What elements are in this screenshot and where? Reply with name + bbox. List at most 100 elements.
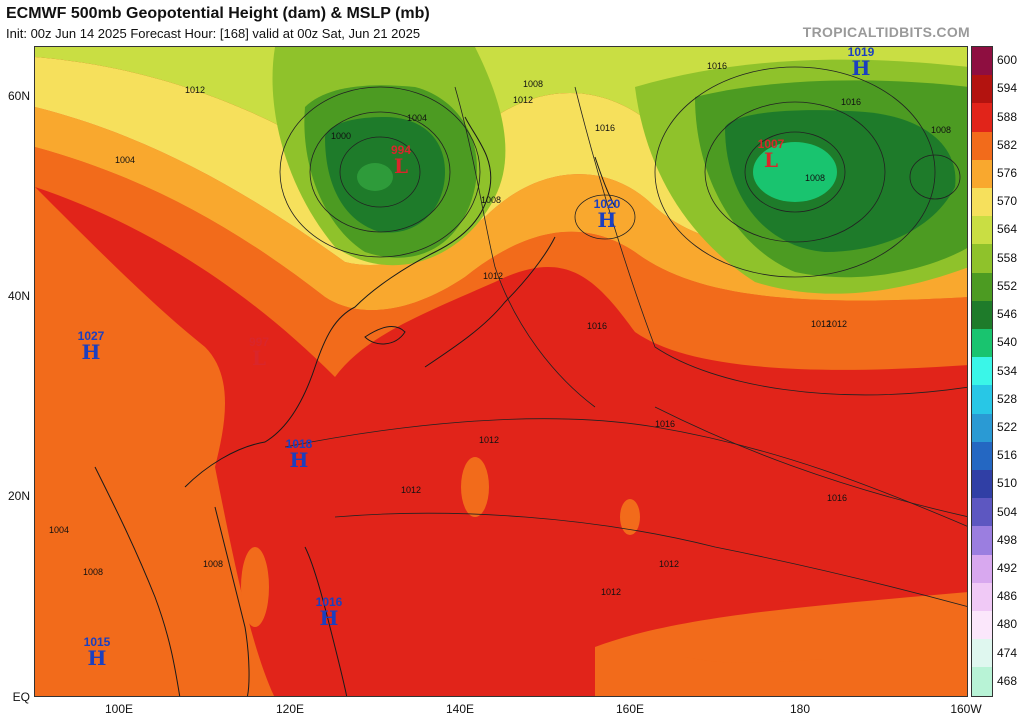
isobar-low-west-2: [309, 111, 451, 233]
isobar-low-east-2: [704, 101, 886, 243]
colorbar-label: 528: [997, 391, 1018, 406]
lon-label-140e: 140E: [445, 702, 475, 716]
isobar-low-east-3: [654, 66, 936, 278]
colorbar-label: 480: [997, 617, 1018, 632]
colorbar-swatch: [972, 244, 992, 273]
height-field: [35, 47, 967, 696]
center-value: 1015: [83, 635, 111, 649]
center-letter: H: [81, 340, 101, 364]
colorbar-label: 504: [997, 504, 1018, 519]
colorbar-swatch: [972, 526, 992, 555]
lat-label-40n: 40N: [7, 289, 30, 303]
contour-label: 1012: [483, 271, 504, 281]
contour-label: 1012: [827, 319, 848, 329]
isobar-low-east-1: [744, 131, 846, 213]
contour-label: 1004: [407, 113, 428, 123]
colorbar-label: 474: [997, 645, 1018, 660]
colorbar-swatch: [972, 188, 992, 217]
lon-label-160w: 160W: [950, 702, 982, 716]
contour-label: 1008: [931, 125, 952, 135]
contour-label: 1016: [841, 97, 862, 107]
contour-label: 1008: [481, 195, 502, 205]
coast-vietnam: [214, 506, 250, 696]
contour-label: 1012: [601, 587, 622, 597]
isobar-low-far-east: [909, 154, 961, 200]
fill-patch-a: [620, 499, 640, 535]
weather-map: 1012 1016 1008 1004 1000 1012 1016 1008 …: [34, 46, 968, 697]
colorbar-label: 510: [997, 476, 1018, 491]
isobar-1016-a: [574, 86, 967, 396]
colorbar-swatch: [972, 47, 992, 76]
colorbar-swatch: [972, 131, 992, 160]
chart-title: ECMWF 500mb Geopotential Height (dam) & …: [6, 5, 430, 22]
colorbar-swatch: [972, 611, 992, 640]
colorbar-swatch: [972, 357, 992, 386]
colorbar-swatch: [972, 385, 992, 414]
colorbar-label: 552: [997, 278, 1018, 293]
colorbar-swatch: [972, 554, 992, 583]
center-value: 997: [248, 335, 270, 349]
colorbar-swatch: [972, 216, 992, 245]
fill-540-546-core: [753, 142, 837, 202]
lon-label-100e: 100E: [104, 702, 134, 716]
contour-label: 1016: [595, 123, 616, 133]
lon-label-120e: 120E: [275, 702, 305, 716]
fill-582-588-band: [35, 147, 967, 377]
colorbar-label: 546: [997, 307, 1018, 322]
colorbar-swatch: [972, 159, 992, 189]
high-pressure-center: 1016 H: [315, 595, 343, 630]
contour-label: 1012: [513, 95, 534, 105]
brand-watermark: TROPICALTIDBITS.COM: [802, 24, 970, 40]
high-pressure-center: 1015 H: [83, 635, 111, 670]
colorbar-label: 498: [997, 532, 1018, 547]
contour-label: 1016: [587, 321, 608, 331]
colorbar-label: 600: [997, 53, 1018, 68]
lat-label-20n: 20N: [7, 489, 30, 503]
high-pressure-center: 1020 H: [593, 197, 621, 232]
high-pressure-center: 1018 H: [285, 437, 313, 470]
colorbar-label: 468: [997, 673, 1018, 688]
colorbar-swatch: [972, 667, 992, 696]
center-value: 1018: [285, 437, 313, 451]
contour-label: 1008: [805, 173, 826, 183]
contour-label: 1012: [185, 85, 206, 95]
center-value: 1020: [593, 197, 621, 211]
center-letter: H: [87, 646, 107, 670]
center-value: 994: [390, 143, 412, 157]
colorbar-label: 582: [997, 137, 1018, 152]
center-value: 1016: [315, 595, 343, 609]
center-letter: H: [597, 208, 617, 232]
colorbar-label: 540: [997, 335, 1018, 350]
colorbar: [971, 46, 993, 697]
colorbar-swatch: [972, 470, 992, 499]
fill-core-west: [357, 163, 393, 191]
contour-label: 1004: [115, 155, 136, 165]
fill-patch-c: [241, 547, 269, 627]
colorbar-label: 588: [997, 109, 1018, 124]
colorbar-label: 576: [997, 165, 1018, 180]
contour-label: 1008: [523, 79, 544, 89]
chart-subtitle: Init: 00z Jun 14 2025 Forecast Hour: [16…: [6, 26, 421, 41]
center-letter: L: [251, 346, 267, 370]
high-pressure-center: 1027 H: [78, 329, 105, 364]
isobars: [279, 66, 967, 607]
coast-japan: [424, 236, 556, 368]
contour-label: 1012: [479, 435, 500, 445]
center-value: 1019: [847, 46, 875, 59]
isobar-1012-c: [334, 512, 967, 607]
fill-582-588-west: [35, 187, 275, 696]
center-letter: H: [319, 606, 339, 630]
center-letter: L: [763, 148, 779, 172]
contour-label: 1016: [655, 419, 676, 429]
contour-label: 1012: [659, 559, 680, 569]
isobar-low-west-3: [279, 86, 481, 258]
lon-label-160e: 160E: [615, 702, 645, 716]
fill-582-588-patch: [685, 657, 825, 696]
fill-patch-b: [461, 457, 489, 517]
contour-label: 1008: [203, 559, 224, 569]
colorbar-label: 570: [997, 194, 1018, 209]
colorbar-swatch: [972, 413, 992, 442]
colorbar-label: 558: [997, 250, 1018, 265]
contour-label: 1012: [401, 485, 422, 495]
colorbar-swatch: [972, 441, 992, 471]
